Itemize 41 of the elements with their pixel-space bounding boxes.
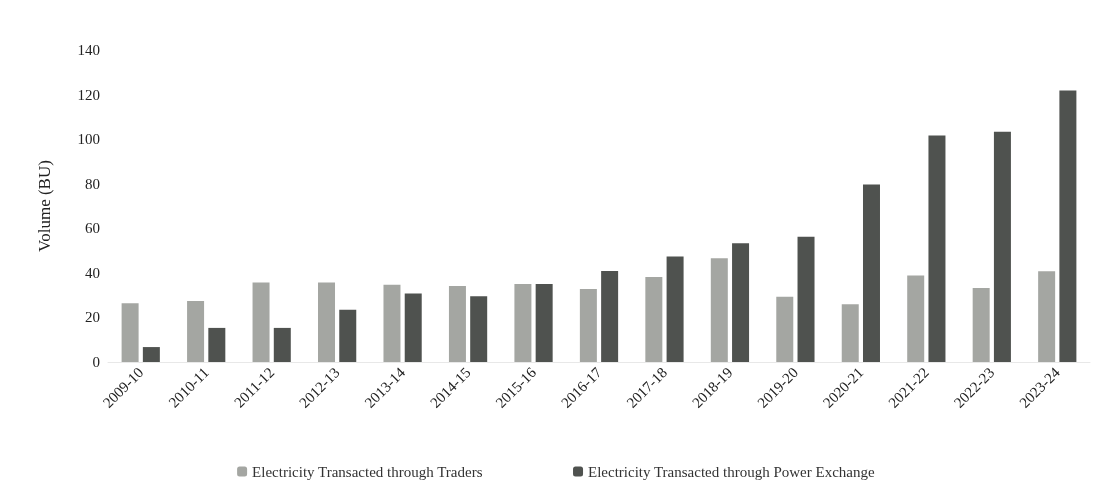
- bar: [1038, 271, 1056, 362]
- bar: [928, 135, 946, 362]
- y-tick-label: 40: [85, 264, 100, 281]
- bar: [776, 296, 794, 362]
- bar: [318, 282, 336, 362]
- y-tick-label: 0: [92, 354, 100, 370]
- bar: [1059, 90, 1077, 362]
- bar: [339, 309, 357, 362]
- y-tick-label: 20: [85, 309, 100, 326]
- bar: [972, 288, 990, 362]
- bar: [470, 296, 488, 362]
- y-tick-label: 80: [85, 175, 100, 192]
- bar: [841, 304, 859, 362]
- bar: [273, 327, 291, 362]
- bar: [514, 284, 532, 362]
- bar: [645, 277, 663, 362]
- bar: [993, 131, 1011, 362]
- bar: [383, 284, 401, 362]
- legend-label: Electricity Transacted through Traders: [252, 463, 483, 480]
- bar: [187, 300, 205, 362]
- legend-label: Electricity Transacted through Power Exchange: [588, 463, 875, 480]
- bar: [666, 256, 684, 362]
- bar: [121, 303, 139, 362]
- bar: [601, 271, 619, 362]
- bar: [579, 288, 597, 362]
- bar: [732, 243, 750, 362]
- bar: [448, 286, 466, 362]
- bar: [252, 282, 270, 362]
- bar: [710, 258, 728, 362]
- bar: [142, 347, 160, 362]
- y-tick-label: 100: [77, 131, 100, 148]
- bar: [535, 284, 553, 362]
- bar: [797, 236, 815, 362]
- y-tick-label: 120: [77, 86, 100, 103]
- y-tick-label: 140: [77, 42, 100, 58]
- bar: [862, 184, 880, 362]
- bar: [907, 275, 925, 362]
- y-tick-label: 60: [85, 220, 100, 237]
- bar: [208, 327, 226, 362]
- bar: [404, 293, 422, 362]
- y-axis-title: Volume (BU): [35, 160, 54, 252]
